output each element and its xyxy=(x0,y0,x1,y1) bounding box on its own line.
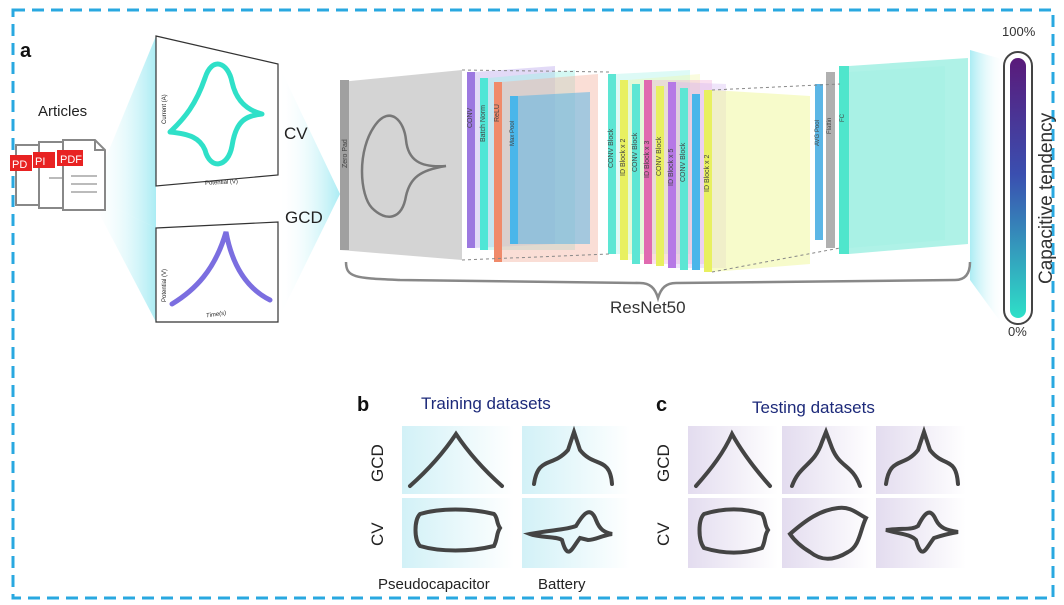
layer-label: AVG Pool xyxy=(815,120,821,146)
layer-label: CONV xyxy=(467,107,474,128)
funnel-articles-cv xyxy=(90,36,156,228)
svg-text:PDF: PDF xyxy=(60,154,82,166)
resnet-layers xyxy=(340,58,968,273)
cv-ylabel: Current (A) xyxy=(162,94,168,124)
resnet-label: ResNet50 xyxy=(610,298,686,317)
layer-label: ID Block x 3 xyxy=(644,140,651,178)
svg-text:PI: PI xyxy=(35,156,45,168)
panel-a-letter: a xyxy=(20,40,32,62)
training-row-cv: CV xyxy=(368,522,387,546)
training-thumbnails xyxy=(402,425,630,568)
gcd-label: GCD xyxy=(285,208,323,227)
training-col-pseudocapacitor: Pseudocapacitor xyxy=(378,576,490,593)
pdf-stack-icon: PD PI PDF xyxy=(10,139,106,211)
articles-label: Articles xyxy=(38,103,88,120)
panel-b-letter: b xyxy=(357,394,370,416)
cv-label: CV xyxy=(284,124,308,143)
panel-c-letter: c xyxy=(656,394,668,416)
layer-label: Zero Pad xyxy=(342,139,349,168)
layer-label: Max Pool xyxy=(510,120,516,146)
layer-label: CONV Block xyxy=(680,142,687,182)
layer-label: Flattin xyxy=(827,117,833,134)
training-row-gcd: GCD xyxy=(368,444,387,482)
testing-thumbnails xyxy=(688,425,966,568)
layer-label: ID Block x 5 xyxy=(668,148,675,186)
resnet-brace xyxy=(344,261,972,303)
funnel-articles-gcd xyxy=(90,196,156,322)
cv-plot xyxy=(155,35,279,187)
layer-label: Batch Norm xyxy=(480,105,487,142)
layer-label: CONV Block xyxy=(608,128,615,168)
layer-label: FC xyxy=(840,114,846,122)
testing-row-gcd: GCD xyxy=(654,444,673,482)
gcd-ylabel: Potential (V) xyxy=(162,268,168,302)
scale-title: Capacitive tendency xyxy=(1036,112,1057,284)
layer-label: CONV Block xyxy=(656,136,663,176)
svg-text:PD: PD xyxy=(12,159,27,171)
layer-label: CONV Block xyxy=(632,132,639,172)
layer-label: ID Block x 2 xyxy=(620,138,627,176)
scale-bar-gradient xyxy=(1010,58,1026,318)
dashed-frame xyxy=(11,8,1055,600)
scale-bottom-label: 0% xyxy=(1008,324,1027,339)
funnel-plots-network xyxy=(278,64,340,320)
testing-row-cv: CV xyxy=(654,522,673,546)
training-col-battery: Battery xyxy=(538,576,586,593)
testing-title: Testing datasets xyxy=(752,398,875,417)
training-title: Training datasets xyxy=(421,394,551,413)
scale-top-label: 100% xyxy=(1002,24,1036,39)
layer-label: ID Block x 2 xyxy=(704,154,711,192)
layer-label: ReLU xyxy=(494,104,501,122)
funnel-network-scale xyxy=(970,50,1005,328)
gcd-plot xyxy=(155,221,279,323)
